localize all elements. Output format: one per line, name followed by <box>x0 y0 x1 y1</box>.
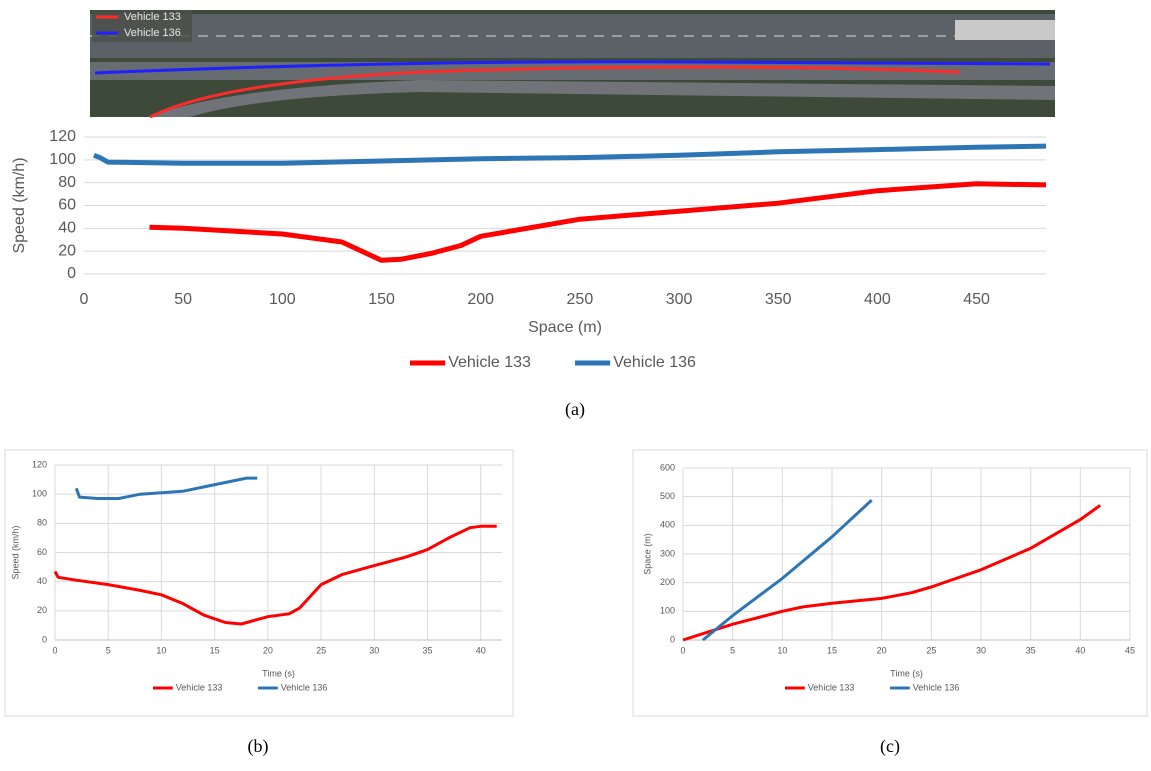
x-tick-label: 25 <box>926 645 936 655</box>
data-line <box>76 478 257 498</box>
y-tick-label: 60 <box>37 547 47 557</box>
x-tick-label: 0 <box>680 645 685 655</box>
x-tick-label: 20 <box>263 645 273 655</box>
x-tick-label: 350 <box>765 291 792 308</box>
y-tick-label: 20 <box>58 242 76 259</box>
y-tick-label: 40 <box>58 220 76 237</box>
y-tick-label: 500 <box>660 491 675 501</box>
legend-label: Vehicle 133 <box>808 682 855 692</box>
y-tick-label: 60 <box>58 197 76 214</box>
x-tick-label: 30 <box>976 645 986 655</box>
x-tick-label: 25 <box>316 645 326 655</box>
data-line <box>703 500 872 640</box>
x-tick-label: 5 <box>106 645 111 655</box>
y-tick-label: 20 <box>37 605 47 615</box>
y-tick-label: 0 <box>42 634 47 644</box>
x-tick-label: 200 <box>467 291 494 308</box>
x-tick-label: 35 <box>1026 645 1036 655</box>
y-tick-label: 40 <box>37 576 47 586</box>
x-tick-label: 0 <box>52 645 57 655</box>
y-axis-label: Speed (km/h) <box>11 157 28 253</box>
x-tick-label: 5 <box>730 645 735 655</box>
chart-frame <box>5 450 513 716</box>
panel-label: (a) <box>565 399 585 420</box>
aerial-image <box>90 10 1055 117</box>
building <box>955 20 1055 40</box>
legend-label: Vehicle 133 <box>448 354 531 371</box>
x-tick-label: 40 <box>1075 645 1085 655</box>
x-axis-label: Time (s) <box>262 668 295 678</box>
legend-label: Vehicle 133 <box>124 11 181 23</box>
page: {"aerial_image": {"legend": [{"name": "V… <box>0 0 1151 771</box>
x-tick-label: 450 <box>963 291 990 308</box>
x-tick-label: 40 <box>476 645 486 655</box>
x-tick-label: 35 <box>422 645 432 655</box>
x-tick-label: 300 <box>666 291 693 308</box>
panel-label: (c) <box>880 736 900 757</box>
x-tick-label: 10 <box>777 645 787 655</box>
legend-label: Vehicle 136 <box>913 682 960 692</box>
x-tick-label: 400 <box>864 291 891 308</box>
data-line <box>55 526 497 624</box>
x-tick-label: 15 <box>827 645 837 655</box>
y-axis-label: Speed (km/h) <box>10 525 20 579</box>
y-axis-label: Space (m) <box>642 533 652 575</box>
y-tick-label: 80 <box>37 518 47 528</box>
legend-label: Vehicle 136 <box>281 682 328 692</box>
y-tick-label: 0 <box>670 634 675 644</box>
x-axis-label: Time (s) <box>890 668 923 678</box>
panel-label: (b) <box>248 736 269 757</box>
x-tick-label: 15 <box>210 645 220 655</box>
y-tick-label: 200 <box>660 577 675 587</box>
x-tick-label: 50 <box>174 291 192 308</box>
x-tick-label: 10 <box>156 645 166 655</box>
y-tick-label: 300 <box>660 548 675 558</box>
legend-label: Vehicle 136 <box>124 27 181 39</box>
legend-label: Vehicle 133 <box>176 682 223 692</box>
y-tick-label: 80 <box>58 174 76 191</box>
x-axis-label: Space (m) <box>528 319 602 336</box>
y-tick-label: 400 <box>660 520 675 530</box>
y-tick-label: 0 <box>67 265 76 282</box>
data-line <box>150 184 1047 260</box>
x-tick-label: 30 <box>369 645 379 655</box>
y-tick-label: 120 <box>49 128 76 145</box>
y-tick-label: 120 <box>32 459 47 469</box>
figure: Vehicle 133Vehicle 136020406080100120050… <box>0 0 1151 771</box>
y-tick-label: 600 <box>660 462 675 472</box>
y-tick-label: 100 <box>32 489 47 499</box>
x-tick-label: 100 <box>269 291 296 308</box>
x-tick-label: 250 <box>567 291 594 308</box>
y-tick-label: 100 <box>660 606 675 616</box>
y-tick-label: 100 <box>49 151 76 168</box>
x-tick-label: 0 <box>80 291 89 308</box>
x-tick-label: 20 <box>877 645 887 655</box>
legend-label: Vehicle 136 <box>613 354 696 371</box>
x-tick-label: 150 <box>368 291 395 308</box>
data-line <box>94 146 1046 163</box>
x-tick-label: 45 <box>1125 645 1135 655</box>
